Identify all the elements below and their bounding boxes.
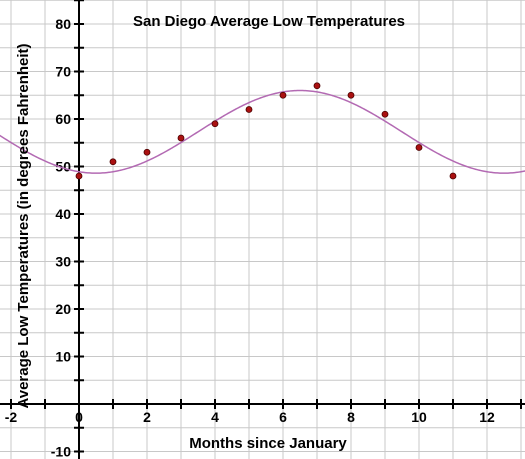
data-point xyxy=(211,120,219,128)
data-point xyxy=(109,158,117,166)
y-tick-label: 30 xyxy=(55,254,71,270)
data-point xyxy=(245,106,253,113)
y-tick-label: 10 xyxy=(55,349,71,365)
y-tick-label: 40 xyxy=(55,206,71,222)
y-tick-label: 70 xyxy=(55,64,71,80)
y-tick-label: -10 xyxy=(51,444,71,459)
x-tick-label: 6 xyxy=(279,409,287,425)
y-tick-label: 80 xyxy=(55,16,71,32)
data-point xyxy=(313,82,321,90)
x-axis-label: Months since January xyxy=(189,435,347,452)
data-point xyxy=(279,91,287,99)
data-point xyxy=(449,172,457,180)
x-tick-label: 2 xyxy=(143,409,151,425)
x-tick-label: 4 xyxy=(211,409,219,425)
fit-curve xyxy=(0,89,525,174)
data-point xyxy=(381,110,389,118)
data-point xyxy=(177,134,185,142)
data-point xyxy=(143,148,151,156)
tick-labels: -2 0 2 4 6 8 10 12 -10 10 20 30 40 50 60 70 80 xyxy=(5,16,495,459)
ticks xyxy=(10,0,522,453)
data-point xyxy=(347,91,355,99)
data-point xyxy=(75,172,83,180)
data-point xyxy=(415,144,423,151)
x-tick-label: 10 xyxy=(411,409,427,425)
y-tick-label: 20 xyxy=(55,301,71,317)
x-tick-label: -2 xyxy=(5,409,18,425)
x-tick-label: 0 xyxy=(75,409,83,425)
x-tick-label: 8 xyxy=(347,409,355,425)
y-tick-label: 60 xyxy=(55,111,71,127)
chart-title: San Diego Average Low Temperatures xyxy=(133,13,405,30)
y-tick-label: 50 xyxy=(55,159,71,175)
data-points xyxy=(75,82,457,180)
x-tick-label: 12 xyxy=(479,409,495,425)
y-axis-label: Average Low Temperatures (in degrees Fah… xyxy=(15,43,32,408)
